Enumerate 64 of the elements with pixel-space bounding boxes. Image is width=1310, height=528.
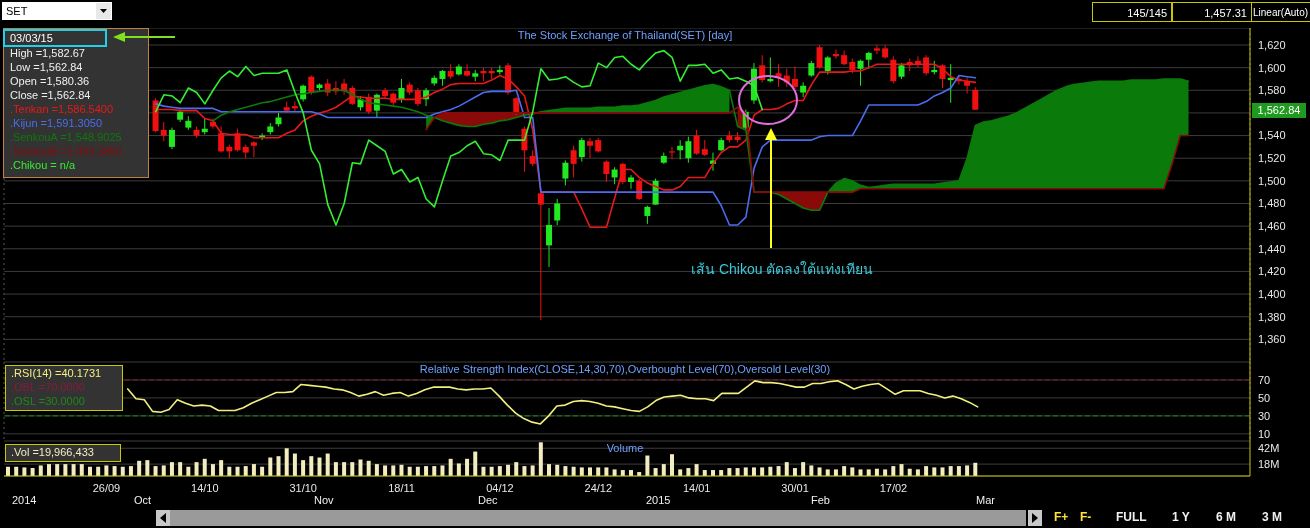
text: Mar	[976, 494, 995, 507]
text: Feb	[811, 494, 830, 507]
text: .SenkouB =1,493.3850	[10, 145, 123, 158]
annotation: เส้น Chikou ตัดลงใต้แท่งเทียน	[691, 260, 874, 278]
y-tick-label: 1,460	[1258, 220, 1286, 233]
y-tick-label: 1,500	[1258, 174, 1286, 187]
x-tick-label: 18/11	[388, 481, 415, 494]
chart-title: The Stock Exchange of Thailand(SET) [day]	[517, 29, 733, 41]
text: 1 Y	[1172, 510, 1190, 524]
x-tick-label: 17/02	[879, 481, 908, 494]
annotation: 03/03/15	[3, 29, 107, 47]
ref-line-label: .OBL =70.0000	[11, 381, 85, 394]
y-tick-label: 1,440	[1258, 242, 1286, 255]
y-tick-label: 18M	[1258, 458, 1280, 471]
chart-title: Relative Strength Index(CLOSE,14,30,70),Overbought Level(70),Oversold Level(30)	[419, 363, 831, 375]
text: 1,562.84	[1252, 103, 1306, 118]
text: 1,457.31	[1172, 2, 1252, 22]
y-tick-label: 1,620	[1258, 38, 1286, 51]
ref-line-label: .OSL =30.0000	[11, 395, 85, 408]
y-tick-label: 70	[1258, 373, 1271, 386]
y-tick-label: 1,400	[1258, 287, 1286, 300]
series-label: .Vol =19,966,433	[11, 446, 94, 459]
x-tick-label: 30/01	[781, 481, 809, 494]
text: .SenkouA =1,548.9025	[10, 131, 122, 144]
text: Dec	[478, 494, 498, 507]
text: SET	[2, 2, 112, 20]
text: 6 M	[1216, 510, 1237, 524]
text: F-	[1080, 510, 1092, 524]
text: Linear(Auto)	[1252, 2, 1310, 22]
annotation: High =1,582.67	[10, 47, 85, 60]
annotation: Close =1,562.84	[10, 89, 91, 102]
y-tick-label: 1,580	[1258, 84, 1286, 97]
y-tick-label: 1,600	[1258, 61, 1286, 74]
x-tick-label: 24/12	[584, 481, 613, 494]
y-tick-label: 1,520	[1258, 152, 1286, 165]
text: Nov	[314, 494, 334, 507]
text: .Tenkan =1,586.5400	[10, 103, 114, 116]
y-tick-label: 1,540	[1258, 129, 1286, 142]
text: 2014	[12, 494, 37, 507]
y-tick-label: 1,360	[1258, 333, 1286, 346]
text: Oct	[134, 494, 152, 507]
text: 145/145	[1092, 2, 1172, 22]
x-tick-label: 04/12	[486, 481, 514, 494]
x-tick-label: 26/09	[92, 481, 121, 494]
annotation: Open =1,580.36	[10, 75, 90, 88]
text: .Kijun =1,591.3050	[10, 117, 103, 130]
chart-title: Volume	[606, 442, 644, 454]
y-tick-label: 30	[1258, 409, 1271, 422]
text: .Chikou = n/a	[10, 159, 76, 172]
y-tick-label: 1,420	[1258, 265, 1286, 278]
text: .RSI(14) =40.1731	[11, 367, 102, 380]
y-tick-label: 42M	[1258, 442, 1280, 455]
annotation: Low =1,562.84	[10, 61, 83, 74]
x-tick-label: 14/10	[191, 481, 219, 494]
y-tick-label: 10	[1258, 427, 1271, 440]
x-tick-label: 14/01	[682, 481, 711, 494]
text: F+	[1054, 510, 1069, 524]
text: FULL	[1116, 510, 1147, 524]
text: 3 M	[1262, 510, 1283, 524]
y-tick-label: 1,480	[1258, 197, 1286, 210]
y-tick-label: 1,380	[1258, 310, 1286, 323]
text: 2015	[646, 494, 671, 507]
x-tick-label: 31/10	[289, 481, 317, 494]
y-tick-label: 50	[1258, 391, 1271, 404]
